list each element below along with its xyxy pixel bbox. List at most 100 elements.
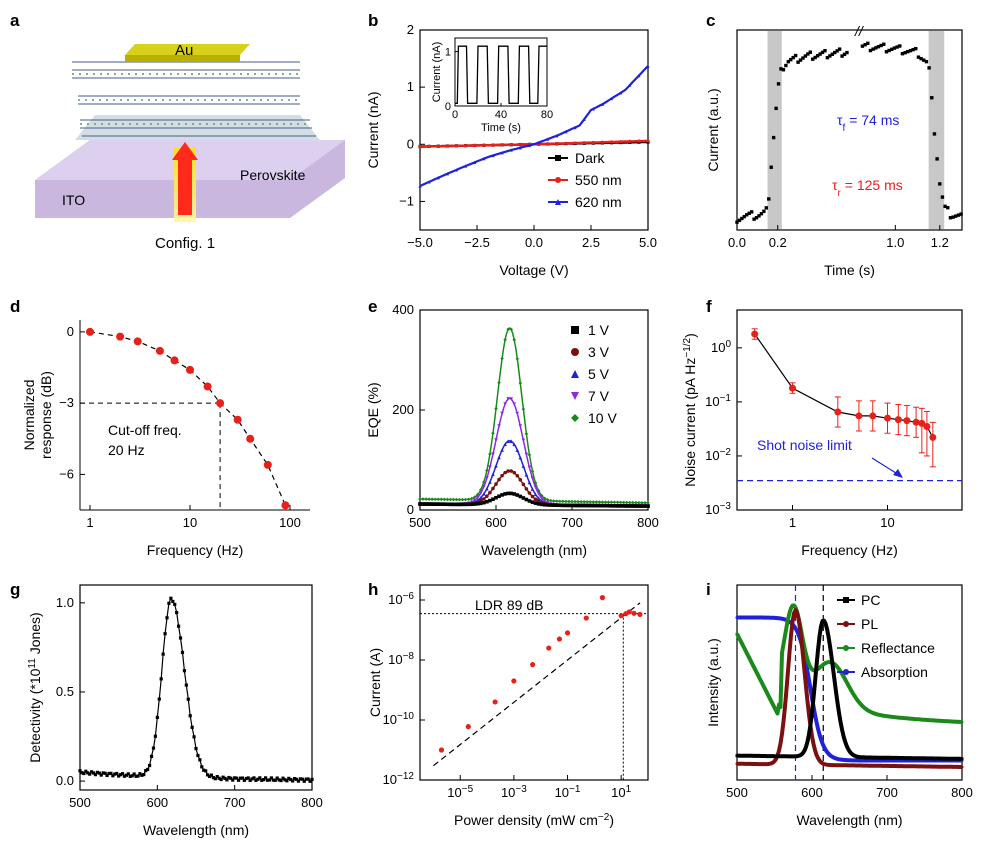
data-point xyxy=(298,777,302,781)
data-point xyxy=(475,501,480,506)
data-point xyxy=(597,503,602,508)
data-point xyxy=(637,139,641,143)
data-point xyxy=(840,54,844,58)
data-point xyxy=(475,495,480,500)
data-point xyxy=(789,384,796,392)
y-tick-label: 10−6 xyxy=(388,591,414,608)
data-point xyxy=(870,758,874,762)
data-point xyxy=(427,144,431,148)
data-point xyxy=(924,756,928,760)
data-point xyxy=(780,732,784,736)
data-point xyxy=(518,494,523,499)
data-point xyxy=(466,502,471,507)
data-point xyxy=(631,504,635,508)
data-point xyxy=(637,500,641,505)
data-point xyxy=(265,778,270,782)
data-point xyxy=(825,763,829,767)
data-point xyxy=(472,495,477,499)
x-tick-label: 800 xyxy=(951,785,973,800)
data-point xyxy=(533,501,538,505)
data-point xyxy=(460,497,465,502)
legend-label: Reflectance xyxy=(861,640,935,656)
data-point xyxy=(798,626,802,630)
arrowhead-icon xyxy=(893,469,903,478)
data-point xyxy=(196,753,200,758)
data-point xyxy=(448,502,453,507)
data-point xyxy=(640,504,644,508)
data-point xyxy=(784,63,788,68)
data-point xyxy=(506,469,510,473)
data-point xyxy=(126,772,130,776)
data-point xyxy=(448,497,453,502)
data-point xyxy=(527,480,532,485)
chart-h: 10−5 10−3 10−1 101 10−12 10−10 10−8 10−6 Power d… xyxy=(367,584,649,828)
data-point xyxy=(287,776,291,780)
data-point xyxy=(879,756,883,760)
data-point xyxy=(258,776,262,780)
data-point xyxy=(897,764,901,768)
data-point xyxy=(124,773,128,777)
x-tick-label: 2.5 xyxy=(582,235,600,250)
data-point xyxy=(789,606,793,610)
data-point xyxy=(86,327,94,336)
x-tick-label: 0.2 xyxy=(769,235,787,250)
data-point xyxy=(948,216,953,220)
data-point xyxy=(798,753,802,757)
data-point xyxy=(930,96,934,100)
shot-noise-annotation: Shot noise limit xyxy=(757,437,852,453)
data-point xyxy=(843,739,847,743)
chart-e: 500 600 700 800 0 200 400 Wavelength (nm) EQE (%… xyxy=(365,302,659,558)
data-point xyxy=(130,774,134,778)
y-tick-label: 0 xyxy=(67,324,74,339)
data-point xyxy=(482,484,486,489)
data-point xyxy=(938,182,942,186)
data-point xyxy=(621,500,626,505)
data-point xyxy=(573,125,577,130)
data-point xyxy=(418,502,422,506)
data-point xyxy=(136,774,140,778)
data-point xyxy=(735,220,739,224)
data-point xyxy=(186,697,190,701)
data-point xyxy=(888,764,892,768)
data-point xyxy=(825,627,829,631)
y-tick-label: 0.5 xyxy=(56,684,74,699)
data-point xyxy=(82,771,86,776)
x-tick-label: 10−3 xyxy=(501,784,527,801)
data-point xyxy=(860,44,865,48)
data-point xyxy=(744,649,748,653)
data-point xyxy=(735,762,739,766)
data-point xyxy=(153,734,157,738)
data-point xyxy=(527,491,532,495)
data-point xyxy=(424,497,428,501)
data-point xyxy=(109,771,113,775)
data-point xyxy=(445,144,449,148)
data-point xyxy=(915,717,919,721)
data-point xyxy=(914,46,918,51)
data-point xyxy=(506,491,510,496)
data-point xyxy=(512,402,517,406)
data-point xyxy=(890,47,894,52)
data-point xyxy=(737,218,742,223)
au-label: Au xyxy=(175,42,193,59)
inset-x-label: Time (s) xyxy=(481,122,521,134)
light-arrow-icon xyxy=(172,142,198,215)
legend-label: 550 nm xyxy=(575,172,622,188)
data-point xyxy=(807,732,811,736)
data-point xyxy=(527,452,532,457)
x-tick-label: 10−5 xyxy=(447,784,473,801)
data-point xyxy=(80,771,84,775)
data-point xyxy=(745,213,749,217)
panel-label-f: f xyxy=(706,297,712,316)
data-point xyxy=(555,503,559,508)
data-point xyxy=(906,764,910,768)
x-tick-label: 1.0 xyxy=(886,235,904,250)
data-point xyxy=(497,477,501,482)
data-point xyxy=(527,465,532,470)
y-tick-label: 0.0 xyxy=(56,773,74,788)
data-point xyxy=(619,140,623,144)
data-point xyxy=(465,724,471,730)
data-point xyxy=(263,460,272,469)
data-point xyxy=(927,66,931,70)
data-point xyxy=(643,500,647,505)
data-point xyxy=(548,503,553,507)
